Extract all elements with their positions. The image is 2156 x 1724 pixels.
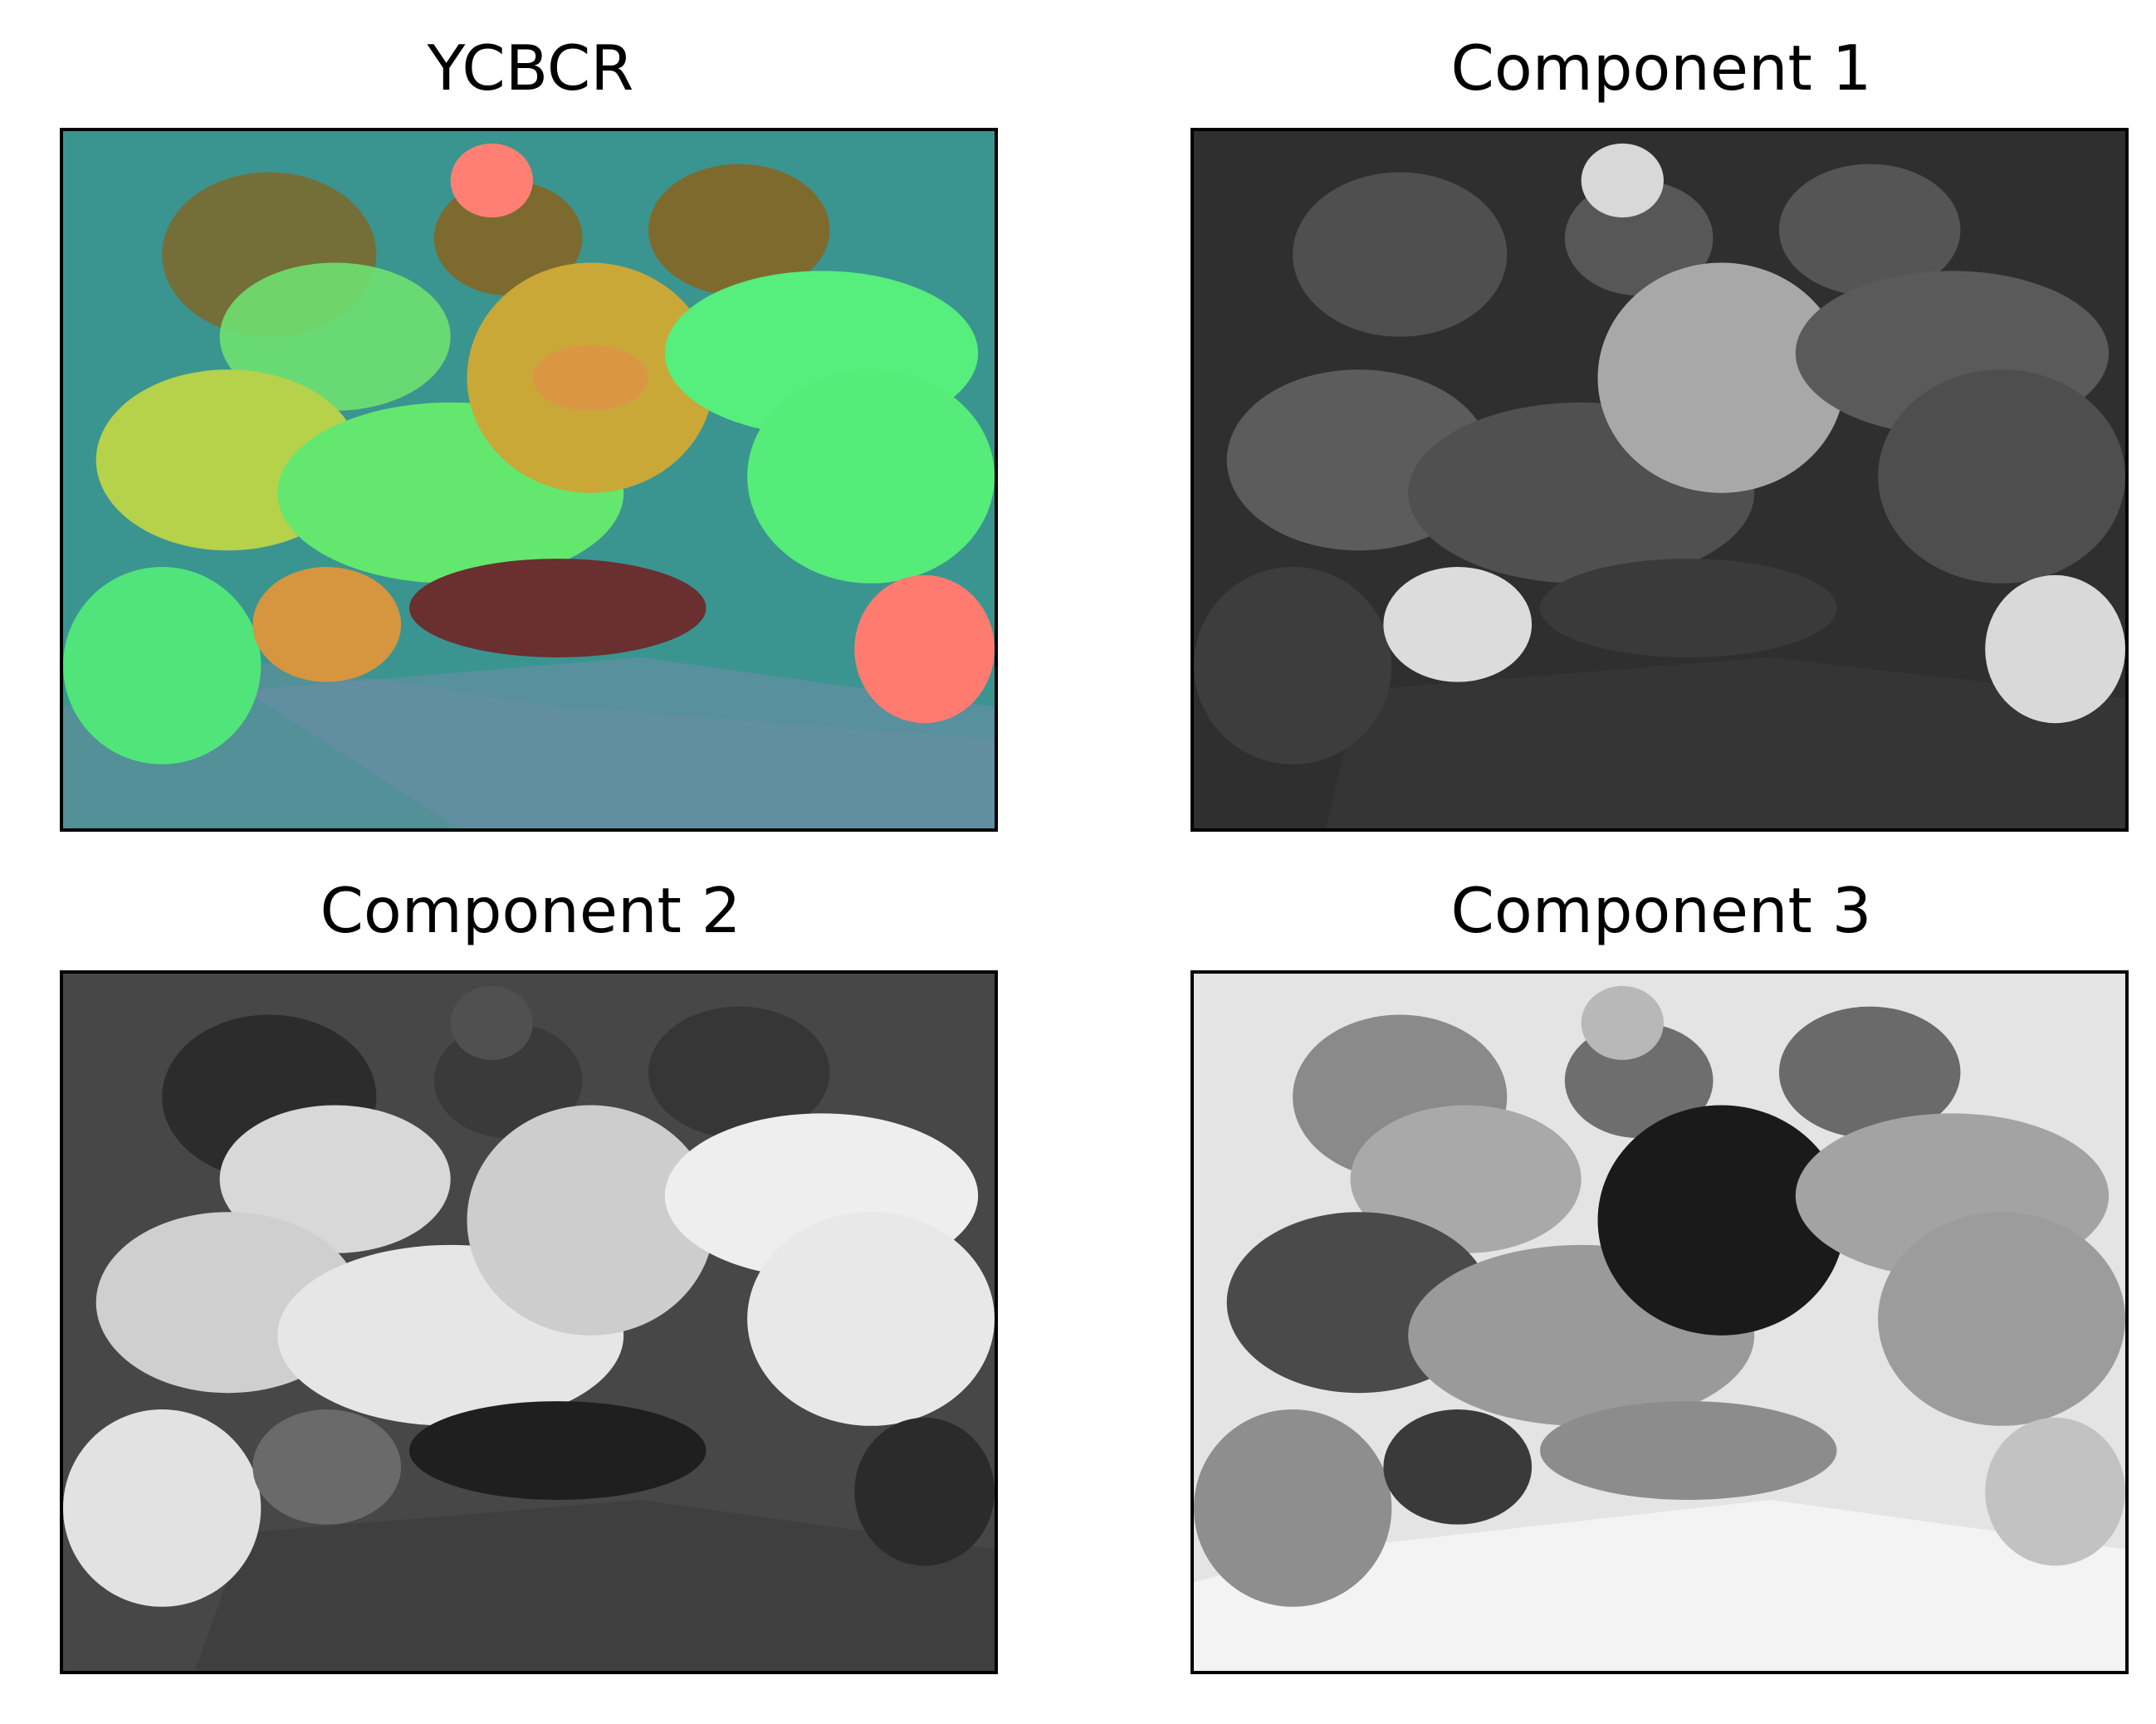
component-2-image <box>60 970 998 1674</box>
panel-title-component-1: Component 1 <box>1450 32 1872 105</box>
panel-title-ycbcr: YCBCR <box>427 32 634 105</box>
panel-title-component-2: Component 2 <box>320 874 741 947</box>
component-1-image <box>1190 128 2129 832</box>
component-3-image <box>1190 970 2129 1674</box>
panel-title-component-3: Component 3 <box>1450 874 1872 947</box>
ycbcr-image <box>60 128 998 832</box>
